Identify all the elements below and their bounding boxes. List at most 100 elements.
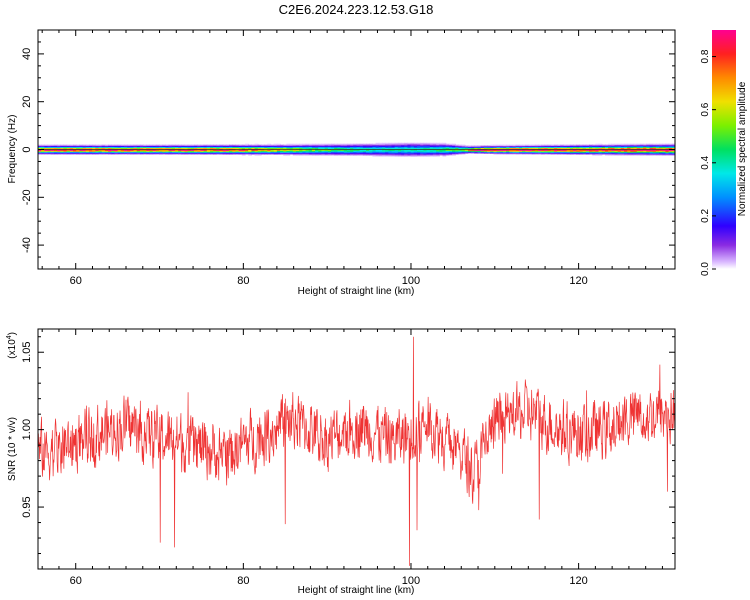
spectrogram-cell	[251, 146, 256, 148]
spectrogram-cell	[662, 151, 667, 153]
spectrogram-cell	[401, 155, 405, 157]
spectrogram-cell	[557, 146, 561, 148]
spectrogram-cell	[467, 146, 472, 148]
spectrogram-cell	[187, 147, 192, 149]
spectrogram-cell	[436, 143, 440, 146]
spectrogram-cell	[283, 154, 288, 156]
spectrogram-cell	[133, 144, 138, 147]
spectrogram-cell	[305, 150, 310, 152]
spectrogram-cell	[311, 147, 316, 149]
spectrogram-cell	[57, 144, 61, 147]
spectrogram-cell	[375, 143, 380, 146]
spectrogram-cell	[671, 143, 675, 146]
spectrogram-cell	[633, 153, 638, 155]
spectrogram-cell	[219, 153, 224, 155]
spectrogram-cell	[404, 155, 409, 157]
spectrogram-cell	[522, 145, 526, 148]
colorbar-tick-label: 0.2	[700, 209, 711, 223]
spectrogram-cell	[617, 145, 622, 148]
spectrogram-cell	[439, 154, 444, 156]
spectrogram-cell	[381, 144, 386, 147]
spectrogram-cell	[308, 152, 313, 154]
spectrogram-cell	[503, 151, 507, 153]
spectrogram-cell	[232, 151, 237, 153]
spectrogram-cell	[633, 154, 638, 156]
spectrogram-cell	[229, 151, 233, 153]
spectrogram-cell	[311, 145, 316, 148]
spectrogram-cell	[117, 151, 122, 153]
colorbar-tick-label: 0.6	[700, 102, 711, 116]
spectrogram-cell	[251, 151, 256, 153]
spectrogram-cell	[162, 153, 167, 155]
spectrogram-cell	[273, 146, 278, 148]
spectrogram-cell	[471, 149, 475, 151]
spectrogram-cell	[146, 150, 151, 152]
spectrogram-cell	[448, 152, 453, 154]
spectrogram-cell	[528, 149, 533, 151]
spectrogram-cell	[646, 149, 651, 151]
spectrogram-cell	[429, 150, 434, 152]
spectrogram-cell	[101, 147, 106, 149]
spectrogram-cell	[92, 151, 96, 153]
spectrogram-cell	[264, 149, 268, 151]
spectrogram-cell	[372, 152, 377, 154]
spectrogram-cell	[292, 153, 297, 155]
spectrogram-cell	[171, 145, 176, 148]
spectrogram-cell	[127, 151, 131, 153]
spectrogram-cell	[219, 150, 224, 152]
spectrogram-cell	[295, 151, 300, 153]
spectrogram-cell	[499, 153, 504, 155]
spectrogram-cell	[630, 143, 635, 146]
spectrogram-cell	[73, 153, 77, 155]
spectrogram-cell	[608, 146, 612, 148]
spectrogram-cell	[378, 153, 383, 155]
spectrogram-cell	[553, 151, 558, 153]
spectrogram-cell	[429, 142, 434, 145]
spectrogram-cell	[108, 151, 112, 153]
spectrogram-cell	[245, 149, 249, 151]
colorbar-tick-label: 0.8	[700, 49, 711, 63]
spectrogram-cell	[388, 146, 393, 148]
spectrogram-cell	[394, 147, 399, 149]
spectrogram-cell	[149, 147, 154, 149]
spectrogram-cell	[579, 151, 584, 153]
colorbar-ticks: 0.00.20.40.60.8	[700, 49, 716, 276]
spectrogram-cell	[124, 150, 128, 152]
spectrogram-cell	[566, 145, 571, 148]
spectrogram-cell	[582, 147, 587, 149]
spectrogram-cell	[130, 145, 135, 148]
spectrogram-cell	[646, 153, 651, 155]
spectrogram-cell	[452, 153, 456, 155]
spectrogram-cell	[665, 147, 670, 149]
spectrogram-cell	[146, 149, 151, 151]
spectrogram-cell	[213, 152, 217, 154]
spectrogram-cell	[566, 153, 571, 155]
spectrogram-cell	[124, 151, 128, 153]
spectrogram-cell	[337, 152, 342, 154]
spectrogram-cell	[620, 151, 625, 153]
spectrogram-cell	[264, 145, 268, 148]
spectrogram-cell	[47, 150, 52, 152]
spectrogram-cell	[299, 146, 303, 148]
spectrogram-cell	[560, 147, 565, 149]
spectrogram-cell	[518, 145, 523, 148]
spectrogram-cell	[152, 145, 157, 148]
spectrogram-cell	[159, 147, 163, 149]
spectrogram-cell	[245, 152, 249, 154]
spectrogram-cell	[79, 149, 84, 151]
spectrogram-cell	[598, 152, 603, 154]
spectrogram-cell	[442, 152, 447, 154]
spectrogram-cell	[133, 153, 138, 155]
spectrogram-cell	[104, 146, 109, 148]
spectrogram-cell	[283, 153, 288, 155]
spectrogram-cell	[254, 144, 259, 147]
spectrogram-cell	[299, 152, 303, 154]
spectrogram-cell	[592, 145, 596, 148]
spectrogram-cell	[541, 152, 546, 154]
spectrogram-cell	[515, 149, 520, 151]
spectrogram-cell	[308, 145, 313, 148]
spectrogram-cell	[624, 146, 628, 148]
spectrogram-cell	[611, 152, 616, 154]
spectrogram-cell	[92, 146, 96, 148]
spectrogram-cell	[229, 146, 233, 148]
